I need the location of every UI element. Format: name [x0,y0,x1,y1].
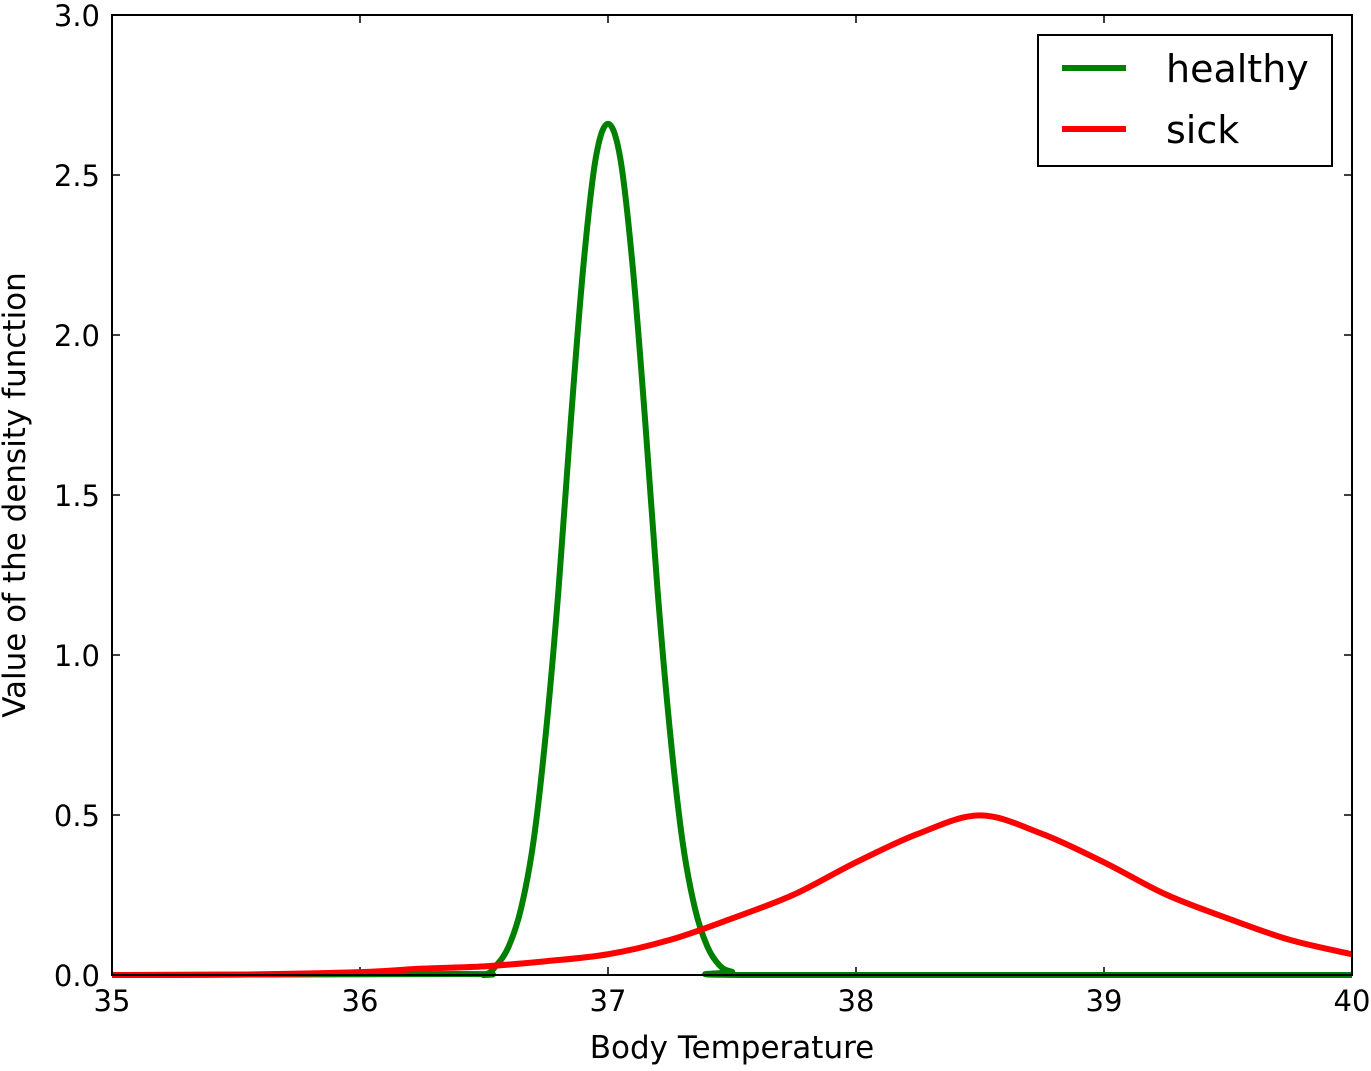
legend-label-healthy: healthy [1166,47,1309,91]
y-axis-label: Value of the density function [0,272,33,718]
x-tick-label: 35 [94,984,131,1018]
x-tick-label: 38 [838,984,875,1018]
y-tick-label: 2.5 [54,159,100,193]
y-tick-label: 3.0 [54,0,100,33]
x-tick-label: 37 [590,984,627,1018]
series-line-sick [111,812,1353,978]
x-tick-label: 40 [1334,984,1371,1018]
plot-frame [111,14,1353,976]
y-tick-label: 1.0 [54,639,100,673]
legend-label-sick: sick [1166,108,1239,152]
labels-layer: Body Temperature Value of the density fu… [0,272,874,1066]
y-tick-label: 0.0 [54,959,100,993]
series-line-healthy [111,120,1352,979]
x-axis-label: Body Temperature [590,1030,874,1066]
y-tick-label: 2.0 [54,319,100,353]
y-tick-label: 1.5 [54,479,100,513]
x-tick-label: 36 [342,984,379,1018]
y-tick-label: 0.5 [54,799,100,833]
legend-box [1037,34,1333,167]
legend: healthy sick [1037,34,1333,167]
series-layer [111,120,1353,979]
x-tick-label: 39 [1086,984,1123,1018]
ticks-layer: 35 36 37 38 39 40 0.0 0.5 1.0 1.5 2.0 2.5 3.0 [54,0,1371,1018]
